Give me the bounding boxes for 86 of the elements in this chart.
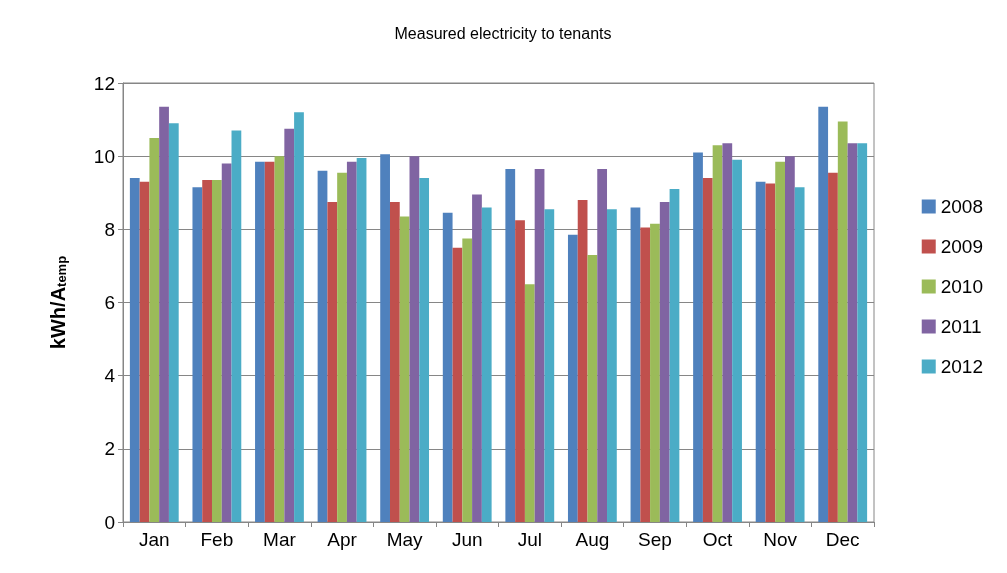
bar xyxy=(607,209,617,522)
x-tick-label: May xyxy=(386,529,424,550)
bar xyxy=(693,152,703,522)
bar xyxy=(462,238,473,522)
bar xyxy=(785,156,795,522)
bar xyxy=(481,207,492,522)
bar xyxy=(389,201,400,522)
y-tick-label: 2 xyxy=(104,438,115,460)
bar xyxy=(399,216,410,522)
x-tick-label: Jun xyxy=(451,529,483,550)
x-tick-label: Jan xyxy=(138,529,170,550)
bar xyxy=(317,170,328,522)
y-tick-label: 8 xyxy=(104,218,115,240)
bar xyxy=(828,172,838,522)
bar xyxy=(515,220,525,522)
x-tick-label: Nov xyxy=(763,529,798,550)
bar xyxy=(640,227,651,522)
bar xyxy=(284,128,295,522)
bar xyxy=(765,183,776,522)
bar xyxy=(567,234,578,522)
bar xyxy=(837,121,848,522)
bar xyxy=(211,179,222,522)
bar xyxy=(356,158,367,522)
bar xyxy=(231,130,242,522)
y-tick-label: 6 xyxy=(104,292,115,313)
bar xyxy=(337,172,347,522)
x-tick-label: Jul xyxy=(517,529,542,550)
bar xyxy=(775,161,786,522)
bar xyxy=(659,201,670,522)
bar xyxy=(346,161,357,522)
bar xyxy=(505,168,516,522)
bar xyxy=(129,178,140,522)
legend-label: 2009 xyxy=(940,236,984,257)
bar xyxy=(139,181,150,522)
x-tick-label: Mar xyxy=(263,529,297,550)
bar xyxy=(159,106,169,522)
bar xyxy=(712,145,723,522)
bar xyxy=(587,254,598,522)
bar xyxy=(442,212,453,522)
legend-label: 2011 xyxy=(940,316,982,337)
bar xyxy=(722,143,733,522)
bar xyxy=(255,161,265,522)
x-tick-label: Aug xyxy=(575,529,610,550)
bar xyxy=(274,156,285,522)
bar xyxy=(597,168,608,522)
bar xyxy=(732,159,742,522)
bar xyxy=(472,194,482,522)
bar xyxy=(524,284,535,522)
legend-label: 2008 xyxy=(940,196,984,217)
bar xyxy=(294,112,304,522)
bar xyxy=(818,106,829,522)
bar xyxy=(452,247,463,522)
bar xyxy=(380,154,390,522)
bar xyxy=(202,179,212,522)
bar xyxy=(577,200,588,522)
legend-label: 2010 xyxy=(940,276,984,297)
bar xyxy=(755,181,766,522)
bar xyxy=(264,161,275,522)
y-tick-label: 10 xyxy=(93,145,115,167)
bar xyxy=(630,207,641,522)
bar xyxy=(168,123,179,522)
bar xyxy=(650,223,660,522)
legend-label: 2012 xyxy=(940,356,984,377)
bar xyxy=(409,156,420,522)
y-tick-label: 4 xyxy=(104,365,116,387)
bar xyxy=(702,178,713,522)
x-tick-label: Dec xyxy=(825,529,860,550)
x-tick-label: Sep xyxy=(638,529,672,550)
bar xyxy=(221,163,232,522)
chart-title: Measured electricity to tenants xyxy=(394,24,612,42)
bar xyxy=(794,187,805,522)
bar xyxy=(419,178,430,522)
bar xyxy=(192,187,203,522)
bar xyxy=(847,143,858,522)
bar xyxy=(544,209,555,522)
bar xyxy=(669,189,680,522)
bar xyxy=(534,168,545,522)
x-tick-label: Feb xyxy=(200,529,234,550)
bar xyxy=(149,137,160,522)
x-tick-label: Apr xyxy=(327,529,358,550)
x-tick-label: Oct xyxy=(702,529,734,550)
y-axis-title: kWh/Atemp xyxy=(46,255,69,350)
bar xyxy=(327,201,338,522)
bar xyxy=(857,143,868,522)
y-tick-label: 12 xyxy=(93,72,115,94)
y-tick-label: 0 xyxy=(104,511,115,533)
